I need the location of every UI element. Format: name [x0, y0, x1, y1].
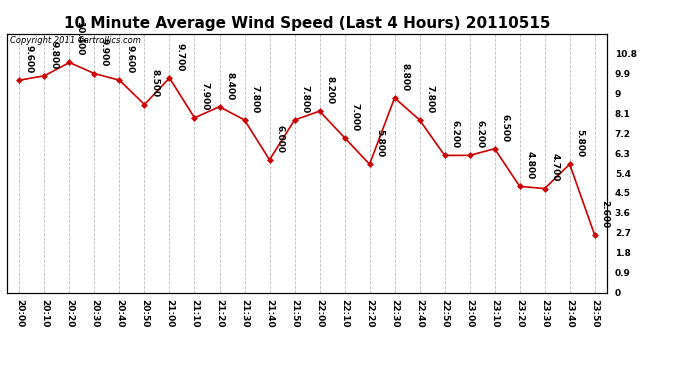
Text: 7.800: 7.800	[425, 85, 434, 113]
Text: 5.800: 5.800	[375, 129, 384, 157]
Text: 9.800: 9.800	[50, 40, 59, 69]
Text: 9.600: 9.600	[25, 45, 34, 73]
Text: 10.400: 10.400	[75, 21, 84, 56]
Text: 2.600: 2.600	[600, 200, 609, 228]
Text: 7.000: 7.000	[350, 103, 359, 131]
Text: 6.200: 6.200	[475, 120, 484, 148]
Title: 10 Minute Average Wind Speed (Last 4 Hours) 20110515: 10 Minute Average Wind Speed (Last 4 Hou…	[63, 16, 551, 31]
Text: 6.000: 6.000	[275, 125, 284, 153]
Text: Copyright 2011 Cartrollics.com: Copyright 2011 Cartrollics.com	[10, 36, 141, 45]
Text: 6.500: 6.500	[500, 114, 509, 142]
Text: 4.800: 4.800	[525, 151, 534, 179]
Text: 5.800: 5.800	[575, 129, 584, 157]
Text: 8.800: 8.800	[400, 63, 409, 91]
Text: 7.800: 7.800	[250, 85, 259, 113]
Text: 8.400: 8.400	[225, 72, 234, 100]
Text: 9.700: 9.700	[175, 43, 184, 71]
Text: 9.600: 9.600	[125, 45, 134, 73]
Text: 8.500: 8.500	[150, 69, 159, 98]
Text: 7.900: 7.900	[200, 82, 209, 111]
Text: 7.800: 7.800	[300, 85, 309, 113]
Text: 6.200: 6.200	[450, 120, 459, 148]
Text: 9.900: 9.900	[100, 38, 109, 67]
Text: 8.200: 8.200	[325, 76, 334, 104]
Text: 4.700: 4.700	[550, 153, 559, 182]
